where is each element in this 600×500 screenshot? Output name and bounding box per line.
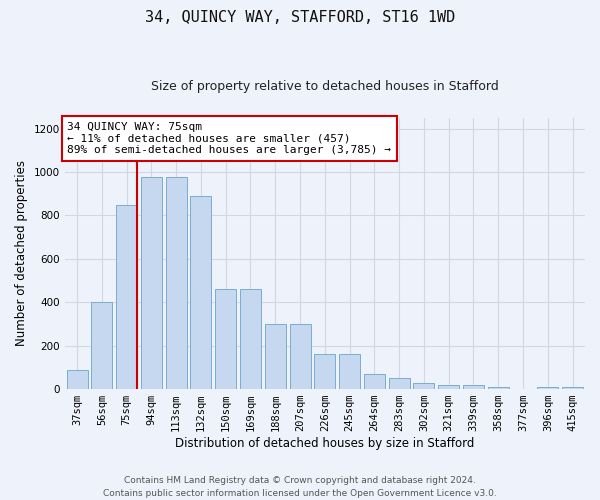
Bar xyxy=(116,204,137,389)
Text: 34 QUINCY WAY: 75sqm
← 11% of detached houses are smaller (457)
89% of semi-deta: 34 QUINCY WAY: 75sqm ← 11% of detached h… xyxy=(67,122,391,155)
Y-axis label: Number of detached properties: Number of detached properties xyxy=(15,160,28,346)
Bar xyxy=(91,302,112,389)
Bar xyxy=(215,289,236,389)
Bar xyxy=(67,370,88,389)
Bar xyxy=(438,384,459,389)
Bar xyxy=(463,384,484,389)
Text: Contains HM Land Registry data © Crown copyright and database right 2024.
Contai: Contains HM Land Registry data © Crown c… xyxy=(103,476,497,498)
Bar xyxy=(141,178,162,389)
Bar xyxy=(413,382,434,389)
Bar xyxy=(538,387,559,389)
Bar xyxy=(265,324,286,389)
Bar xyxy=(488,387,509,389)
Title: Size of property relative to detached houses in Stafford: Size of property relative to detached ho… xyxy=(151,80,499,93)
Bar xyxy=(290,324,311,389)
Bar xyxy=(562,387,583,389)
Bar xyxy=(190,196,211,389)
X-axis label: Distribution of detached houses by size in Stafford: Distribution of detached houses by size … xyxy=(175,437,475,450)
Bar xyxy=(364,374,385,389)
Bar xyxy=(314,354,335,389)
Bar xyxy=(339,354,360,389)
Bar xyxy=(166,178,187,389)
Bar xyxy=(240,289,261,389)
Text: 34, QUINCY WAY, STAFFORD, ST16 1WD: 34, QUINCY WAY, STAFFORD, ST16 1WD xyxy=(145,10,455,25)
Bar xyxy=(389,378,410,389)
